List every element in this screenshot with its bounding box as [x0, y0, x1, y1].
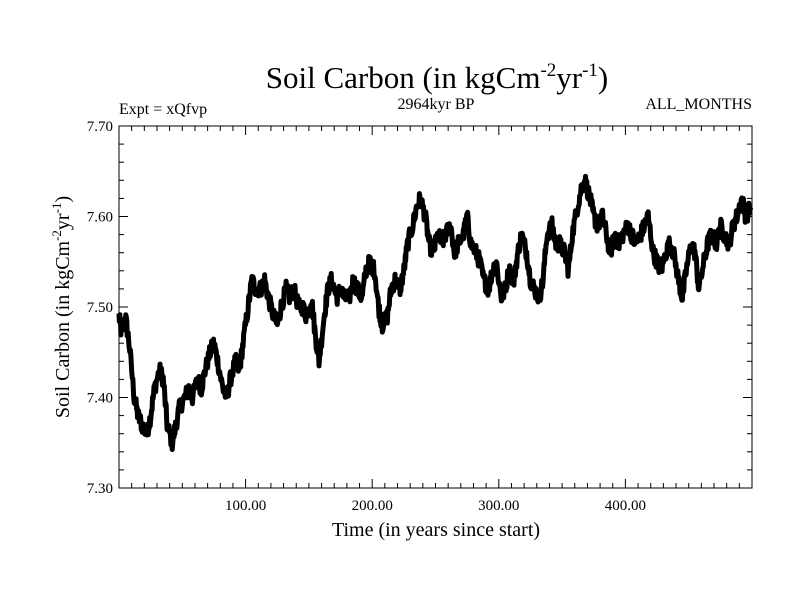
period-label: 2964kyr BP — [398, 96, 475, 113]
experiment-label: Expt = xQfvp — [119, 101, 207, 118]
y-tick-label: 7.70 — [87, 119, 113, 135]
y-tick-label: 7.30 — [87, 481, 113, 497]
y-axis: 7.30 7.40 7.50 7.60 7.70 — [87, 119, 752, 497]
chart-title: Soil Carbon (in kgCm-2yr-1) — [266, 60, 609, 95]
months-label: ALL_MONTHS — [645, 96, 752, 113]
y-tick-label: 7.60 — [87, 210, 113, 226]
series-line-soil-carbon — [116, 173, 754, 452]
x-tick-label: 300.00 — [478, 498, 519, 514]
x-tick-label: 100.00 — [225, 498, 266, 514]
y-axis-label: Soil Carbon (in kgCm-2yr-1) — [49, 196, 74, 418]
x-axis-label: Time (in years since start) — [332, 519, 540, 541]
y-tick-label: 7.50 — [87, 300, 113, 316]
plot-frame — [118, 125, 753, 489]
x-tick-label: 400.00 — [605, 498, 646, 514]
x-axis: 100.00 200.00 300.00 400.00 — [131, 126, 740, 514]
y-tick-label: 7.40 — [87, 391, 113, 407]
x-tick-label: 200.00 — [352, 498, 393, 514]
